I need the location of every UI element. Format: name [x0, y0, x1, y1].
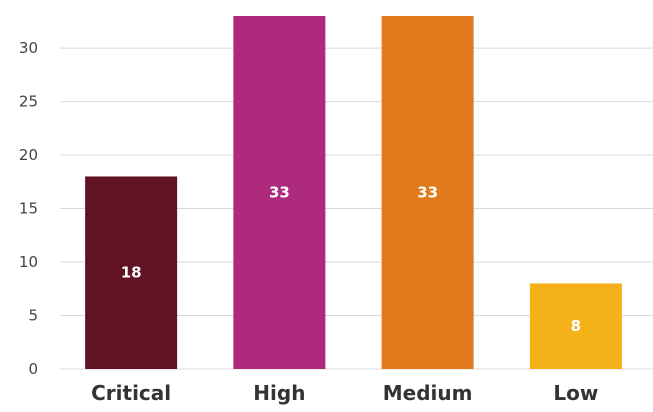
category-label-medium: Medium: [383, 381, 473, 405]
category-label-high: High: [253, 381, 305, 405]
bar-high: [233, 16, 326, 369]
y-tick-label: 0: [28, 360, 38, 378]
y-tick-label: 30: [19, 39, 38, 57]
y-tick-label: 10: [19, 253, 38, 271]
category-label-critical: Critical: [91, 381, 171, 405]
category-label-low: Low: [553, 381, 598, 405]
bars: 18 33 33 8: [85, 16, 622, 369]
y-tick-label: 15: [19, 200, 38, 218]
bar-critical: [85, 176, 178, 369]
x-axis-categories: Critical High Medium Low: [91, 381, 598, 405]
data-label-critical: 18: [121, 264, 142, 282]
y-tick-label: 20: [19, 146, 38, 164]
data-label-high: 33: [269, 184, 290, 202]
bar-medium: [381, 16, 474, 369]
y-tick-label: 25: [19, 93, 38, 111]
y-axis-ticks: 0 5 10 15 20 25 30: [19, 39, 38, 378]
bar-low: [529, 283, 622, 369]
data-label-medium: 33: [417, 184, 438, 202]
y-tick-label: 5: [28, 307, 38, 325]
data-label-low: 8: [571, 317, 581, 335]
